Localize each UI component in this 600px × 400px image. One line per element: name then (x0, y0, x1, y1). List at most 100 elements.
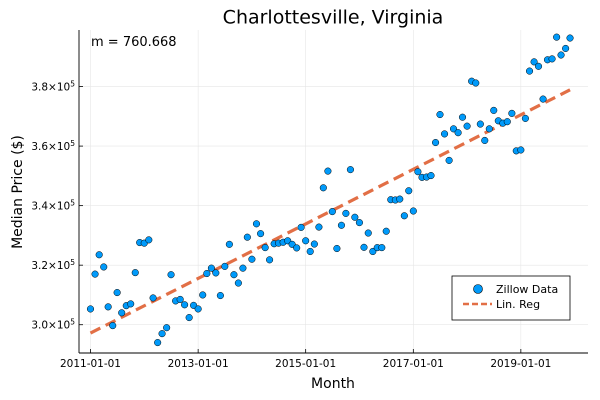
data-point (261, 244, 269, 252)
data-point (476, 120, 484, 128)
data-point (530, 58, 538, 66)
data-point (216, 291, 224, 300)
data-point (181, 301, 189, 309)
x-tick-label: 2019-01-01 (490, 358, 551, 370)
data-point (257, 230, 265, 238)
data-point (414, 168, 422, 176)
data-point (230, 271, 238, 279)
y-ticks: 3.0×105 3.2×105 3.4×105 3.6×105 3.8×105 (31, 80, 75, 332)
data-point (409, 207, 417, 215)
data-point (163, 324, 171, 332)
axes (78, 30, 588, 354)
data-point (118, 309, 126, 317)
data-point (432, 138, 440, 147)
data-point (481, 136, 489, 144)
data-point (472, 79, 480, 87)
data-point (364, 229, 372, 237)
slope-annotation: m = 760.668 (91, 35, 177, 50)
y-tick-label: 3.0×105 (31, 318, 75, 332)
data-point (225, 240, 233, 248)
data-point (360, 243, 368, 251)
data-point (346, 166, 354, 174)
data-point (95, 251, 103, 259)
data-point (243, 233, 251, 241)
data-point (212, 269, 220, 277)
data-point (436, 110, 444, 119)
data-point (252, 220, 261, 228)
data-point (534, 62, 543, 70)
y-tick-label: 3.2×105 (31, 258, 75, 272)
x-axis-label: Month (311, 376, 355, 392)
data-point (557, 51, 565, 59)
y-tick-label: 3.6×105 (31, 139, 75, 153)
data-point (176, 295, 184, 303)
data-point (454, 129, 462, 137)
data-point (297, 223, 305, 231)
data-point (539, 95, 547, 103)
data-point (104, 303, 112, 311)
data-point (324, 167, 332, 175)
data-point (355, 219, 363, 227)
data-point (248, 255, 256, 263)
data-point (100, 263, 108, 271)
x-tick-label: 2013-01-01 (168, 358, 229, 370)
legend-label-linreg: Lin. Reg (496, 298, 540, 311)
data-point (167, 271, 175, 279)
data-point (521, 114, 529, 122)
legend-marker-zillow (473, 284, 483, 294)
data-point (158, 330, 166, 338)
x-tick-label: 2011-01-01 (60, 358, 121, 370)
data-point (449, 125, 458, 133)
data-point (525, 67, 534, 75)
x-tick-label: 2017-01-01 (383, 358, 444, 370)
data-point (149, 294, 157, 302)
data-point (302, 237, 310, 245)
data-point (396, 195, 404, 203)
data-point (378, 244, 386, 252)
data-point (517, 146, 525, 154)
data-point (463, 122, 471, 130)
data-point (185, 314, 193, 322)
data-point (553, 33, 561, 41)
data-point (400, 212, 408, 220)
data-point (266, 256, 274, 264)
data-point (440, 130, 449, 138)
data-point (221, 262, 229, 270)
data-point (234, 279, 242, 287)
data-point (306, 247, 314, 256)
data-point (109, 322, 117, 330)
data-point (145, 236, 153, 244)
legend-box (451, 275, 571, 321)
data-point (548, 55, 556, 63)
data-point (194, 305, 202, 313)
data-point (203, 269, 211, 278)
scatter-points (86, 33, 574, 347)
x-tick-label: 2015-01-01 (275, 358, 336, 370)
data-point (131, 269, 139, 277)
legend: Zillow Data Lin. Reg (451, 275, 571, 321)
data-point (315, 223, 323, 231)
data-point (328, 208, 336, 216)
x-ticks: 2011-01-01 2013-01-01 2015-01-01 2017-01-01… (60, 358, 551, 370)
data-point (319, 184, 327, 192)
data-point (503, 118, 511, 126)
y-tick-label: 3.8×105 (31, 80, 75, 94)
y-axis-label: Median Price ($) (10, 135, 26, 249)
data-point (239, 264, 247, 272)
data-point (562, 44, 570, 53)
data-point (351, 213, 359, 221)
data-point (154, 339, 162, 347)
data-point (485, 125, 493, 133)
data-point (199, 291, 207, 299)
data-point (127, 300, 135, 308)
y-tick-label: 3.4×105 (31, 199, 75, 213)
data-point (566, 34, 574, 42)
data-point (405, 187, 413, 195)
data-point (490, 106, 498, 114)
data-point (310, 240, 318, 248)
data-point (91, 270, 99, 278)
data-point (337, 221, 346, 229)
legend-label-zillow: Zillow Data (496, 283, 558, 296)
data-point (427, 172, 435, 180)
